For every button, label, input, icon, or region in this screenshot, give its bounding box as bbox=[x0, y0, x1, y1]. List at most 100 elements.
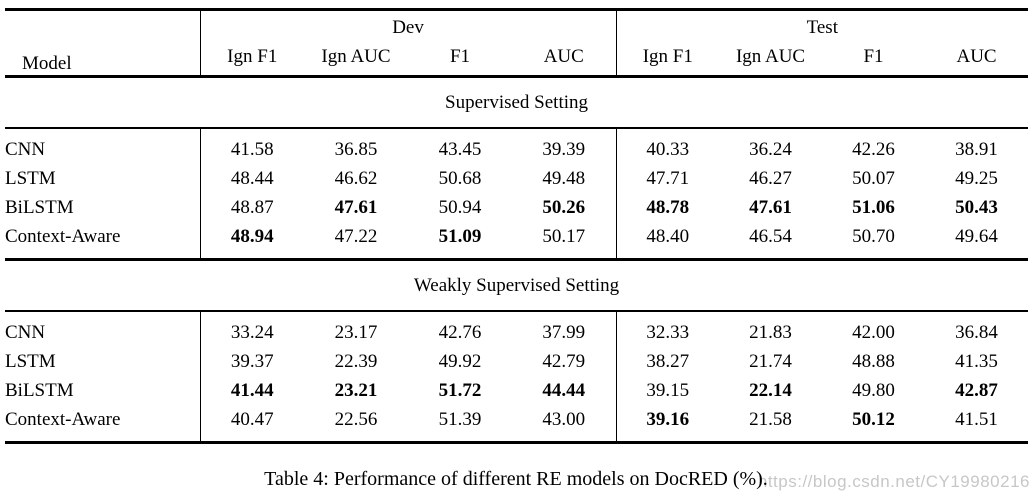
table-cell: 22.14 bbox=[749, 379, 792, 401]
table-cell: 21.58 bbox=[749, 408, 792, 430]
table-cell: 50.68 bbox=[438, 167, 482, 189]
table-cell: 37.99 bbox=[512, 311, 617, 347]
table-cell: 48.87 bbox=[230, 196, 274, 218]
table-cell: 47.71 bbox=[646, 167, 690, 189]
column-header-test-auc: AUC bbox=[956, 46, 997, 67]
table-cell: 49.25 bbox=[955, 167, 998, 189]
table-cell: 48.94 bbox=[230, 225, 274, 247]
table-cell: 38.91 bbox=[955, 138, 998, 160]
table-cell: 51.09 bbox=[438, 225, 482, 247]
table-cell: 21.83 bbox=[749, 321, 792, 343]
table-cell: 51.06 bbox=[852, 196, 895, 218]
table-cell: 41.51 bbox=[955, 408, 998, 430]
table-cell: 39.37 bbox=[230, 350, 274, 372]
column-header-dev-ign-auc: Ign AUC bbox=[321, 46, 391, 67]
table-cell: 50.94 bbox=[438, 196, 482, 218]
table-cell: 46.27 bbox=[749, 167, 792, 189]
table-row: Context-Aware 48.94 47.22 51.09 50.17 48… bbox=[5, 222, 1028, 260]
table-cell: 48.44 bbox=[230, 167, 274, 189]
table-cell: 23.17 bbox=[334, 321, 378, 343]
table-cell: 44.44 bbox=[512, 376, 617, 405]
column-header-dev-ign-f1: Ign F1 bbox=[227, 46, 278, 67]
table-cell: 49.92 bbox=[438, 350, 482, 372]
table-cell: 39.15 bbox=[646, 379, 690, 401]
table-cell: 50.17 bbox=[512, 222, 617, 260]
table-cell: 47.61 bbox=[749, 196, 792, 218]
weakly-supervised-rows: CNN 33.24 23.17 42.76 37.99 32.33 21.83 … bbox=[5, 311, 1029, 443]
model-cell: BiLSTM bbox=[5, 376, 201, 405]
table-cell: 47.61 bbox=[334, 196, 378, 218]
model-cell: Context-Aware bbox=[5, 405, 201, 443]
table-cell: 21.74 bbox=[749, 350, 792, 372]
column-header-model: Model bbox=[5, 9, 201, 77]
table-cell: 23.21 bbox=[334, 379, 378, 401]
table-cell: 36.84 bbox=[955, 321, 998, 343]
table-cell: 36.24 bbox=[749, 138, 792, 160]
table-row: BiLSTM 41.44 23.21 51.72 44.44 39.15 22.… bbox=[5, 376, 1028, 405]
column-group-test: Test bbox=[806, 17, 838, 38]
table-cell: 42.26 bbox=[852, 138, 895, 160]
model-cell: LSTM bbox=[5, 164, 201, 193]
table-cell: 33.24 bbox=[230, 321, 274, 343]
model-cell: CNN bbox=[5, 128, 201, 164]
table-cell: 48.88 bbox=[852, 350, 895, 372]
column-header-test-ign-auc: Ign AUC bbox=[735, 46, 806, 67]
table-row: LSTM 39.37 22.39 49.92 42.79 38.27 21.74… bbox=[5, 347, 1028, 376]
supervised-rows: CNN 41.58 36.85 43.45 39.39 40.33 36.24 … bbox=[5, 128, 1029, 260]
table-row: LSTM 48.44 46.62 50.68 49.48 47.71 46.27… bbox=[5, 164, 1028, 193]
table-cell: 42.76 bbox=[438, 321, 482, 343]
table-cell: 41.58 bbox=[230, 138, 274, 160]
table-cell: 41.44 bbox=[230, 379, 274, 401]
table-cell: 48.78 bbox=[646, 196, 690, 218]
column-group-dev: Dev bbox=[200, 9, 617, 39]
table-cell: 22.56 bbox=[334, 408, 378, 430]
table-cell: 39.16 bbox=[646, 408, 690, 430]
table-cell: 50.07 bbox=[852, 167, 895, 189]
table-cell: 40.33 bbox=[646, 138, 690, 160]
table-cell: 50.26 bbox=[512, 193, 617, 222]
column-header-dev-f1: F1 bbox=[449, 46, 471, 67]
table-row: BiLSTM 48.87 47.61 50.94 50.26 48.78 47.… bbox=[5, 193, 1028, 222]
table-cell: 51.39 bbox=[438, 408, 482, 430]
table-cell: 50.12 bbox=[852, 408, 895, 430]
page: Model Dev Test Ign F1 Ign AUC F1 AUC Ign… bbox=[0, 8, 1032, 504]
table-row: CNN 33.24 23.17 42.76 37.99 32.33 21.83 … bbox=[5, 311, 1028, 347]
section-weakly-supervised: Weakly Supervised Setting bbox=[5, 260, 1029, 311]
table-cell: 51.72 bbox=[438, 379, 482, 401]
table-cell: 49.64 bbox=[955, 225, 998, 247]
table-cell: 49.80 bbox=[852, 379, 895, 401]
table-cell: 42.00 bbox=[852, 321, 895, 343]
table-cell: 38.27 bbox=[646, 350, 690, 372]
table-cell: 48.40 bbox=[646, 225, 690, 247]
table-cell: 49.48 bbox=[512, 164, 617, 193]
table-cell: 32.33 bbox=[646, 321, 690, 343]
table-cell: 22.39 bbox=[334, 350, 378, 372]
model-cell: CNN bbox=[5, 311, 201, 347]
table-cell: 41.35 bbox=[955, 350, 998, 372]
model-cell: BiLSTM bbox=[5, 193, 201, 222]
model-cell: Context-Aware bbox=[5, 222, 201, 260]
table-cell: 47.22 bbox=[334, 225, 378, 247]
model-cell: LSTM bbox=[5, 347, 201, 376]
table-cell: 39.39 bbox=[512, 128, 617, 164]
table-cell: 46.54 bbox=[749, 225, 792, 247]
table-header: Model Dev Test Ign F1 Ign AUC F1 AUC Ign… bbox=[5, 9, 1029, 77]
watermark-text: https://blog.csdn.net/CY19980216 bbox=[757, 472, 1030, 491]
column-header-dev-auc: AUC bbox=[512, 39, 617, 77]
table-cell: 36.85 bbox=[334, 138, 378, 160]
table-cell: 50.70 bbox=[852, 225, 895, 247]
results-table: Model Dev Test Ign F1 Ign AUC F1 AUC Ign… bbox=[5, 8, 1029, 444]
table-row: Context-Aware 40.47 22.56 51.39 43.00 39… bbox=[5, 405, 1028, 443]
column-header-test-f1: F1 bbox=[863, 46, 884, 67]
section-title: Weakly Supervised Setting bbox=[413, 274, 620, 296]
table-cell: 50.43 bbox=[955, 196, 998, 218]
column-header-test-ign-f1: Ign F1 bbox=[642, 46, 693, 67]
table-cell: 43.00 bbox=[512, 405, 617, 443]
section-supervised: Supervised Setting bbox=[5, 77, 1029, 128]
table-cell: 42.87 bbox=[955, 379, 998, 401]
table-caption: Table 4: Performance of different RE mod… bbox=[264, 468, 768, 490]
table-cell: 42.79 bbox=[512, 347, 617, 376]
table-cell: 46.62 bbox=[334, 167, 378, 189]
table-cell: 40.47 bbox=[230, 408, 274, 430]
section-title: Supervised Setting bbox=[445, 91, 589, 113]
